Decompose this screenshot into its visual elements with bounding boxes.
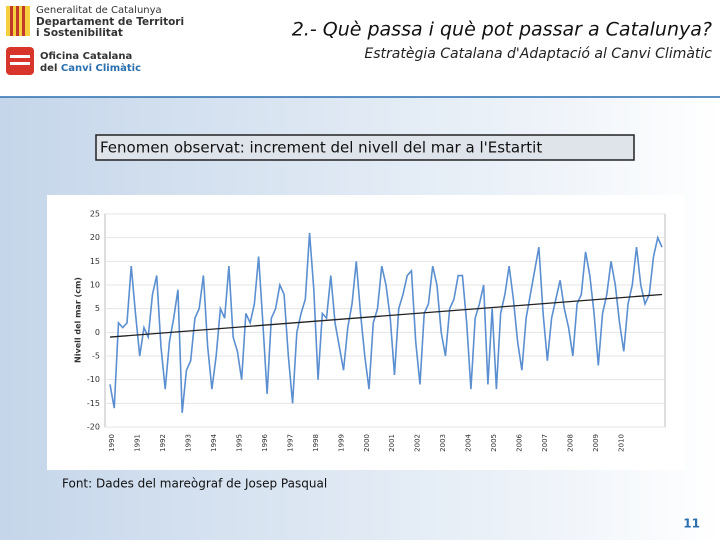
x-tick-label: 2007 — [541, 434, 549, 452]
office-highlight: Canvi Climàtic — [61, 62, 141, 74]
x-tick-label: 2009 — [592, 434, 600, 452]
x-tick-label: 1996 — [261, 433, 269, 451]
x-tick-label: 2004 — [465, 433, 473, 451]
office-line: del Canvi Climàtic — [40, 62, 141, 74]
x-tick-label: 2005 — [490, 434, 498, 452]
slide-title: 2.- Què passa i què pot passar a Catalun… — [292, 19, 712, 41]
caption: Fenomen observat: increment del nivell d… — [100, 139, 542, 157]
y-tick-label: 0 — [95, 328, 100, 337]
x-tick-label: 2010 — [618, 434, 626, 452]
x-tick-label: 1993 — [184, 434, 192, 452]
x-tick-label: 2001 — [388, 434, 396, 452]
x-tick-label: 1998 — [312, 434, 320, 452]
y-tick-label: -10 — [87, 375, 100, 384]
x-tick-label: 1991 — [133, 434, 141, 452]
x-tick-label: 2003 — [439, 434, 447, 452]
y-tick-label: 20 — [90, 233, 100, 242]
logo-office — [6, 47, 34, 75]
y-tick-label: -15 — [87, 399, 100, 408]
data-line — [109, 232, 663, 413]
logo-generalitat — [6, 6, 30, 36]
x-tick-label: 1997 — [286, 434, 294, 452]
y-tick-label: 10 — [90, 281, 100, 290]
x-tick-label: 2006 — [516, 433, 524, 451]
office-prefix: del — [40, 63, 61, 74]
org-line: Departament de Territori — [36, 16, 184, 28]
y-tick-label: -20 — [87, 423, 100, 432]
x-tick-label: 1990 — [108, 434, 116, 452]
caption-box — [95, 134, 635, 161]
y-tick-label: 25 — [90, 210, 100, 219]
y-tick-label: 5 — [95, 304, 100, 313]
y-tick-label: -5 — [92, 352, 100, 361]
x-tick-label: 1999 — [337, 434, 345, 452]
org-line: Generalitat de Catalunya — [36, 5, 162, 16]
x-tick-label: 2000 — [363, 434, 371, 452]
header-band — [0, 0, 720, 97]
trend-line — [109, 293, 663, 338]
x-tick-label: 1994 — [210, 433, 218, 451]
y-axis-label: Nivell del mar (cm) — [74, 277, 83, 363]
source: Font: Dades del mareògraf de Josep Pasqu… — [62, 477, 327, 491]
x-tick-label: 2008 — [567, 434, 575, 452]
office-line: Oficina Catalana — [40, 51, 132, 62]
slide-subtitle: Estratègia Catalana d'Adaptació al Canvi… — [364, 46, 712, 62]
x-tick-label: 1992 — [159, 434, 167, 452]
x-tick-label: 1995 — [235, 434, 243, 452]
page-number: 11 — [683, 517, 700, 531]
org-line: i Sostenibilitat — [36, 27, 123, 39]
x-tick-label: 2002 — [414, 434, 422, 452]
y-tick-label: 15 — [90, 257, 100, 266]
